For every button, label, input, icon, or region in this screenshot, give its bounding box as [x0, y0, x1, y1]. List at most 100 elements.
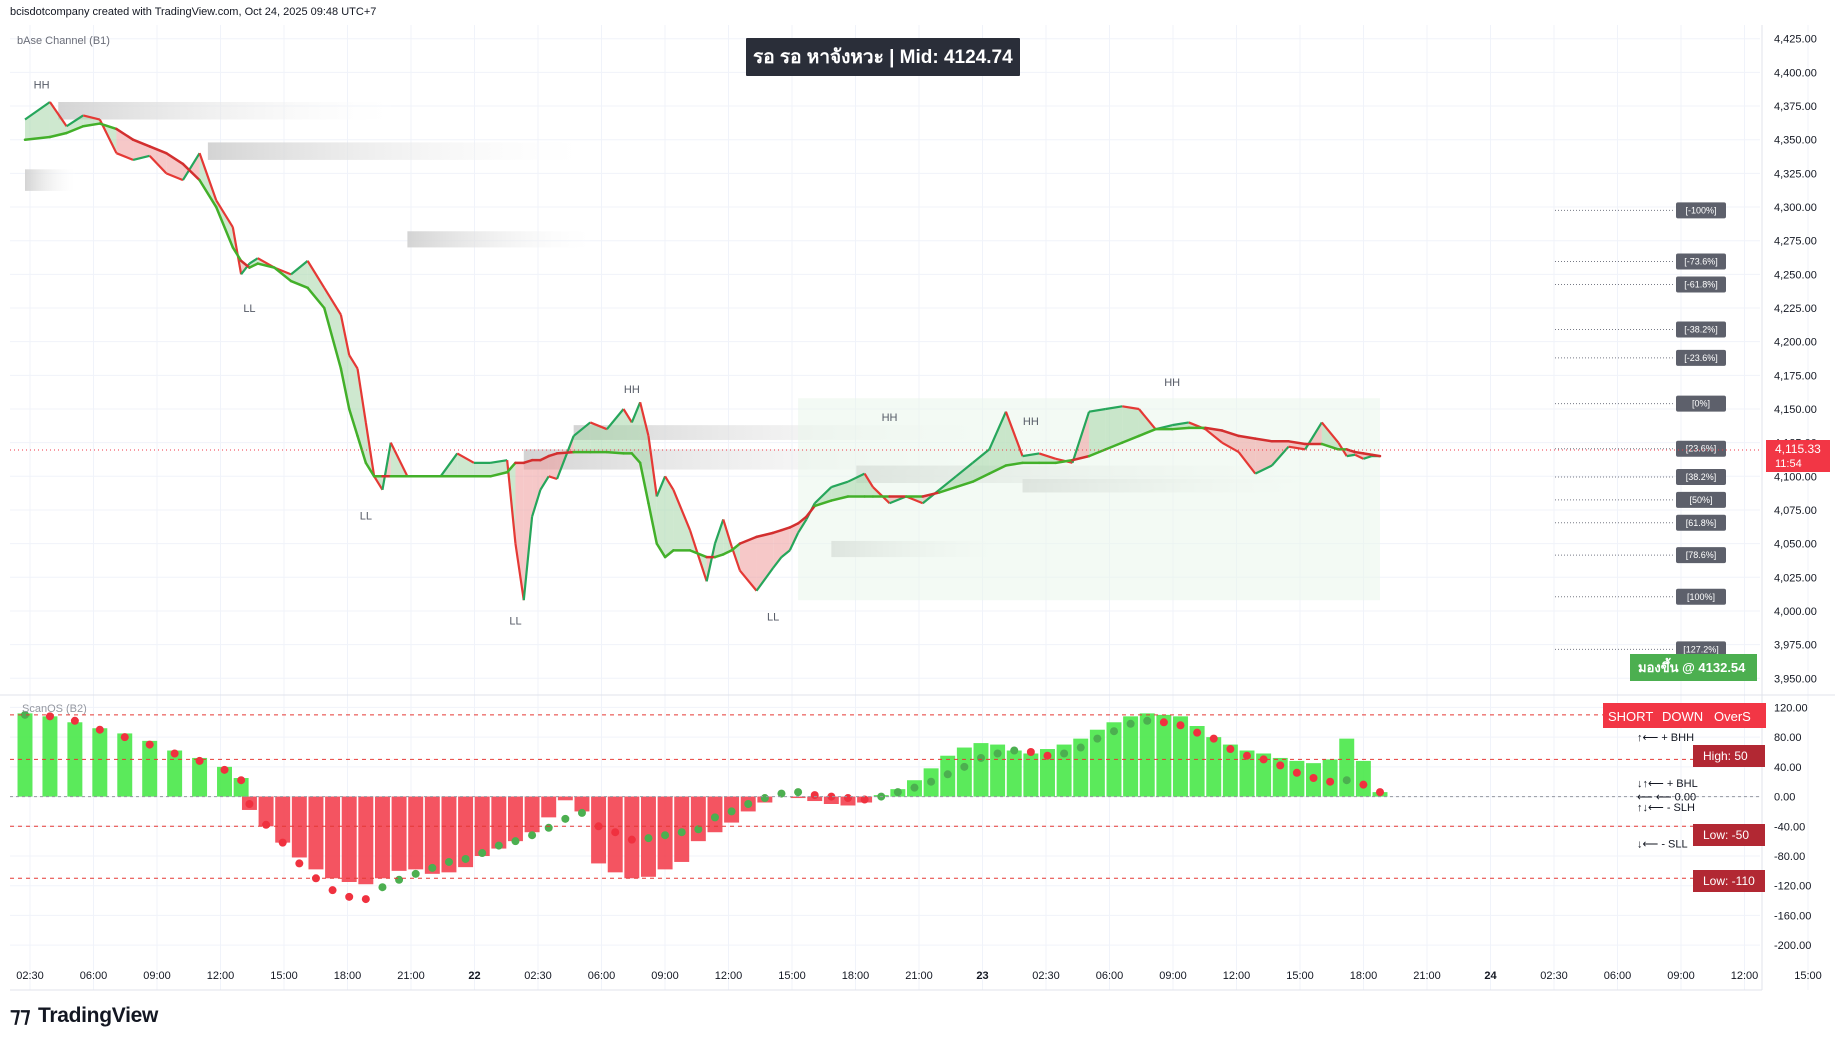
price-segment: [639, 401, 650, 437]
osc-dot: [611, 828, 620, 837]
fib-tag-bg: [1676, 440, 1726, 457]
osc-histogram: [17, 713, 1388, 885]
main-pane[interactable]: HH LL LL HH LL HH LL HH HH: [10, 25, 1809, 990]
osc-dot: [1226, 745, 1235, 754]
time-tick: 02:30: [1540, 970, 1568, 982]
basis-segment: [1204, 426, 1224, 432]
deviation-segment: [631, 402, 641, 463]
osc-dot: [1143, 716, 1152, 725]
osc-bar: [1355, 760, 1371, 797]
deviation-segment: [1238, 435, 1256, 474]
osc-tick: 80.00: [1774, 732, 1802, 744]
price-segment: [705, 543, 717, 582]
indicator-osc-label[interactable]: ScanOS (B2): [22, 703, 87, 715]
osc-tick: 40.00: [1774, 762, 1802, 774]
osc-signal-dots: [21, 710, 1384, 904]
price-segment: [1105, 405, 1123, 411]
basis-segment: [239, 259, 251, 269]
osc-dot: [827, 792, 836, 801]
osc-dot: [661, 831, 670, 840]
osc-bar: [1339, 738, 1355, 797]
basis-segment: [1087, 448, 1107, 458]
range-zone: [407, 231, 591, 248]
osc-dot: [1326, 777, 1335, 786]
swing-label: HH: [1164, 377, 1180, 389]
deviation-segment: [573, 422, 591, 453]
osc-pane[interactable]: [10, 706, 1760, 946]
basis-segment: [1137, 427, 1157, 438]
osc-low-text: Low: -50: [1703, 828, 1749, 842]
basis-segment: [48, 131, 68, 139]
osc-bar: [1289, 760, 1305, 797]
osc-bar: [790, 796, 806, 799]
deviation-segment: [665, 476, 674, 558]
basis-segment: [722, 549, 733, 556]
price-segment: [24, 101, 51, 121]
price-segment: [356, 368, 367, 423]
osc-bar: [408, 796, 424, 870]
price-tick: 3,975.00: [1774, 640, 1817, 652]
price-segment: [348, 354, 359, 370]
price-axis[interactable]: 4,425.00 4,400.00 4,375.00 4,350.00 4,325.00…: [1761, 25, 1817, 990]
osc-axis[interactable]: 120.00 80.00 40.00 0.00 -40.00 -80.00 -120.00 -…: [1774, 702, 1811, 952]
osc-dot: [237, 776, 246, 785]
price-tick: 4,150.00: [1774, 404, 1817, 416]
deviation-segment: [515, 462, 524, 601]
basis-segment: [364, 461, 376, 478]
osc-bar: [92, 728, 108, 797]
basis-segment: [813, 499, 833, 508]
price-segment: [739, 569, 758, 592]
fib-tag: [-23.6%]: [1684, 353, 1718, 363]
osc-notes: ↑⟵ + BHH ↓↑⟵ + BHL ⟵ ⟵ 0.00↑↓⟵ - SLH ↓⟵ - S…: [1637, 732, 1698, 850]
time-tick: 21:00: [905, 970, 933, 982]
deviation-segment: [25, 102, 50, 140]
price-segment: [506, 460, 517, 544]
basis-line: [23, 122, 1382, 559]
price-tick: 4,375.00: [1774, 101, 1817, 113]
osc-bar: [524, 796, 540, 833]
deviation-segment: [1222, 430, 1239, 453]
swing-label: HH: [624, 384, 640, 396]
price-tick: 4,025.00: [1774, 572, 1817, 584]
signal-label-text: มองขึ้น @ 4132.54: [1638, 657, 1746, 675]
osc-dot: [1359, 780, 1368, 789]
osc-dot: [960, 762, 969, 771]
deviation-segment: [66, 115, 84, 133]
osc-tick: 120.00: [1774, 702, 1808, 714]
basis-segment: [738, 535, 758, 545]
price-tick: 4,350.00: [1774, 135, 1817, 147]
indicator-main-label[interactable]: bAse Channel (B1): [17, 35, 110, 47]
price-segment: [1172, 421, 1189, 427]
basis-segment: [1353, 450, 1365, 455]
osc-dot: [1010, 746, 1019, 755]
basis-segment: [605, 450, 625, 455]
osc-dot: [170, 749, 179, 758]
osc-dot: [943, 770, 952, 779]
basis-segment: [347, 407, 359, 438]
price-segment: [672, 489, 692, 531]
deviation-segment: [324, 287, 341, 369]
deviation-segment: [756, 532, 774, 591]
basis-segment: [131, 138, 151, 148]
price-tick: 4,225.00: [1774, 303, 1817, 315]
fib-tag-bg: [1676, 202, 1726, 219]
deviation-segment: [473, 462, 491, 477]
price-segment: [165, 172, 184, 182]
osc-bar: [217, 766, 232, 797]
price-segment: [323, 287, 342, 316]
osc-dot: [1276, 761, 1285, 770]
price-segment: [622, 408, 633, 424]
osc-note: ↓⟵ - SLL: [1637, 838, 1688, 850]
price-segment: [630, 401, 642, 423]
osc-badge-down: DOWN: [1662, 709, 1703, 724]
tradingview-logo[interactable]: ⁊⁊ TradingView: [10, 1004, 159, 1027]
time-axis[interactable]: 02:30 06:00 09:00 12:00 15:00 18:00 21:00 22 02:…: [10, 970, 1822, 991]
price-segment: [231, 227, 243, 275]
price-segment: [49, 101, 68, 127]
price-segment: [572, 421, 591, 437]
fib-tag: [100%]: [1687, 592, 1715, 602]
osc-dot: [544, 823, 553, 832]
basis-segment: [98, 122, 118, 131]
osc-dot: [1292, 768, 1301, 777]
